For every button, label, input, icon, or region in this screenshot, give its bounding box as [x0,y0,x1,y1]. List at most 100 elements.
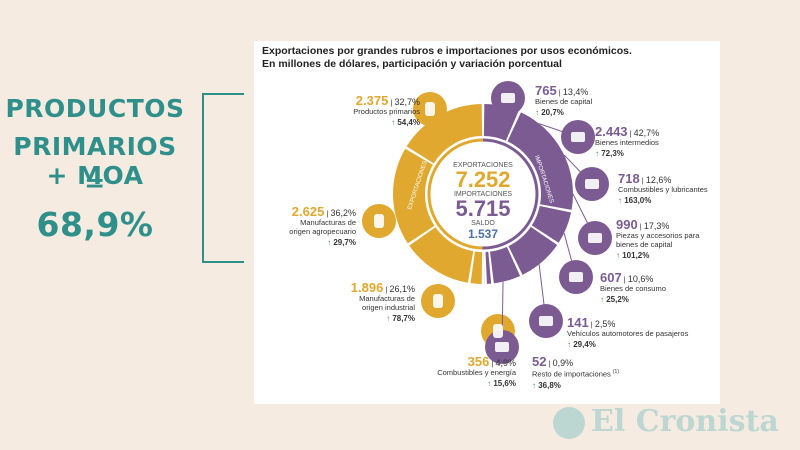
chart-title: Exportaciones por grandes rubros e impor… [262,45,632,71]
donut-chart: EXPORTACIONES IMPORTACIONES [362,81,612,364]
value: 141 [567,315,589,330]
label-productos-primarios: 2.375 | 32,7% Productos primarios ↑ 54,4… [353,93,420,127]
share: 32,7% [394,97,420,107]
icon-glyph [433,294,443,308]
arrow-up-icon: ↑ [391,118,396,127]
import-segment-5 [485,251,492,284]
icon-glyph [585,179,599,189]
label-bienes-consumo: 607 | 10,6% Bienes de consumo ↑ 25,2% [600,270,666,304]
label-vehiculos: 141 | 2,5% Vehículos automotores de pasa… [567,315,689,349]
import-segment-4 [490,246,521,284]
value: 52 [532,354,547,369]
center-exp-value: 7.252 [455,167,511,192]
share: 2,5% [594,319,616,329]
arrow-up-icon: ↑ [567,340,571,349]
value: 2.375 [355,93,389,108]
inner-ring-imports [427,138,539,250]
export-segment-2 [409,227,474,283]
center-saldo-value: 1.537 [467,227,499,241]
change: 20,7% [541,108,564,117]
share: 17,3% [643,221,670,231]
footnote: (1) [612,369,620,375]
summary-total: 68,9% [36,205,154,244]
summary-equals: = [84,168,106,197]
value: 2.443 [595,124,628,139]
chart-title-line-1: Exportaciones por grandes rubros e impor… [262,45,632,57]
icon-glyph [374,214,384,228]
icon-glyph [493,324,503,338]
value: 765 [535,83,557,98]
change: 78,7% [392,314,415,323]
change: 101,2% [622,251,650,260]
share: 0,9% [552,358,574,368]
export-segment-3 [470,251,483,284]
arrow-up-icon: ↑ [618,196,622,205]
import-segment-3 [508,226,558,275]
summary-line-1: PRODUCTOS [5,94,185,123]
change: 54,4% [397,118,420,127]
desc: Productos primarios [353,107,420,116]
center-imp-value: 5.715 [455,196,511,221]
share: 26,1% [389,284,415,294]
desc: Resto de importaciones [532,369,611,379]
import-segment-1 [507,112,573,210]
icon-glyph [425,102,435,116]
value: 718 [618,171,640,186]
arrow-up-icon: ↑ [327,238,332,247]
label-piezas-accesorios: 990 | 17,3% Piezas y accesorios para bie… [616,217,700,260]
share: 10,6% [627,274,654,284]
change: 15,6% [493,379,516,388]
desc: origen industrial [362,303,415,312]
desc: bienes de capital [616,240,673,249]
desc: origen agropecuario [289,227,356,236]
center-exp-label: EXPORTACIONES [453,162,513,169]
desc: Combustibles y energía [437,368,516,377]
desc: Bienes intermedios [595,138,659,147]
icon-glyph [539,316,553,326]
change: 29,7% [333,238,356,247]
desc: Manufacturas de [300,218,356,227]
desc: Manufacturas de [359,294,415,303]
desc: Vehículos automotores de pasajeros [567,329,689,338]
change: 25,2% [606,295,629,304]
label-resto-importaciones: 52 | 0,9% Resto de importaciones (1) ↑ 3… [532,354,620,390]
icon-glyph [501,93,515,103]
desc: Bienes de capital [535,97,593,106]
change: 29,4% [573,340,596,349]
label-bienes-capital: 765 | 13,4% Bienes de capital ↑ 20,7% [535,83,593,117]
import-segment-2 [531,205,572,243]
center-imp-label: IMPORTACIONES [453,191,513,198]
label-moi: 1.896 | 26,1% Manufacturas de origen ind… [350,280,415,323]
label-combustibles-energia: 356 | 4,9% Combustibles y energía ↑ 15,6… [437,354,516,388]
label-combustibles-lubricantes: 718 | 12,6% Combustibles y lubricantes ↑… [618,171,708,205]
logo-text: El Cronista [591,404,779,439]
desc: Combustibles y lubricantes [618,185,708,194]
change: 36,8% [538,380,561,390]
icon-glyph [569,272,583,282]
bracket-line [202,93,244,263]
import-segment-6 [483,251,485,284]
arrow-up-icon: ↑ [595,149,599,158]
share: 36,2% [330,208,356,218]
arrow-up-icon: ↑ [535,108,539,117]
change: 163,0% [624,196,652,205]
center-saldo-label: SALDO [471,220,495,227]
icon-glyph [571,132,585,142]
chart-title-line-2: En millones de dólares, participación y … [262,58,562,70]
summary-line-2: PRIMARIOS + MOA [13,132,177,190]
desc: Piezas y accesorios para [616,231,700,240]
icon-glyph [588,233,602,243]
value: 607 [600,270,622,285]
label-bienes-intermedios: 2.443 | 42,7% Bienes intermedios ↑ 72,3% [595,124,660,158]
arrow-up-icon: ↑ [487,379,492,388]
value: 1.896 [350,280,384,295]
logo-emblem-icon [553,407,585,439]
arrow-up-icon: ↑ [386,314,391,323]
infographic-card: Exportaciones por grandes rubros e impor… [254,41,720,404]
arrow-up-icon: ↑ [616,251,620,260]
arrow-up-icon: ↑ [600,295,604,304]
value: 356 [467,354,490,369]
desc: Bienes de consumo [600,284,666,293]
export-segment-1 [393,148,435,244]
el-cronista-logo: El Cronista [553,404,798,444]
